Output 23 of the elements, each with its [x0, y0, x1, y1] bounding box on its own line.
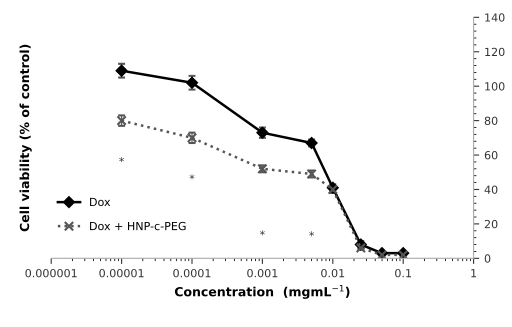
y-tick-label: 40	[484, 185, 498, 194]
x-tick-label: 0.00001	[99, 268, 144, 278]
annotation: *	[309, 231, 314, 236]
y-tick-label: 80	[484, 116, 498, 125]
x-tick-label: 0.1	[395, 268, 412, 278]
x-tick-label: 0.001	[247, 268, 278, 278]
x-tick-label: 1	[471, 269, 476, 278]
annotation: *	[119, 157, 124, 162]
y-axis-title: Cell viability (% of control)	[20, 44, 32, 232]
y-tick-label: 100	[485, 82, 504, 91]
legend-label: Dox + HNP-c-PEG	[90, 222, 186, 230]
x-tick-label: 0.0001	[173, 268, 210, 278]
y-tick-label: 140	[485, 13, 504, 22]
y-tick-label: 0	[484, 254, 490, 263]
y-tick-label: 120	[485, 48, 504, 56]
legend-label: Dox	[90, 198, 110, 206]
x-tick-label: 0.01	[321, 268, 344, 278]
y-tick-label: 20	[484, 220, 498, 228]
annotation: *	[190, 174, 194, 180]
annotation: *	[260, 230, 265, 236]
x-axis-title: Concentration (mgmL$^{−1}$)	[174, 285, 350, 299]
x-tick-label: 0.000001	[25, 268, 77, 278]
y-tick-label: 60	[484, 151, 498, 160]
